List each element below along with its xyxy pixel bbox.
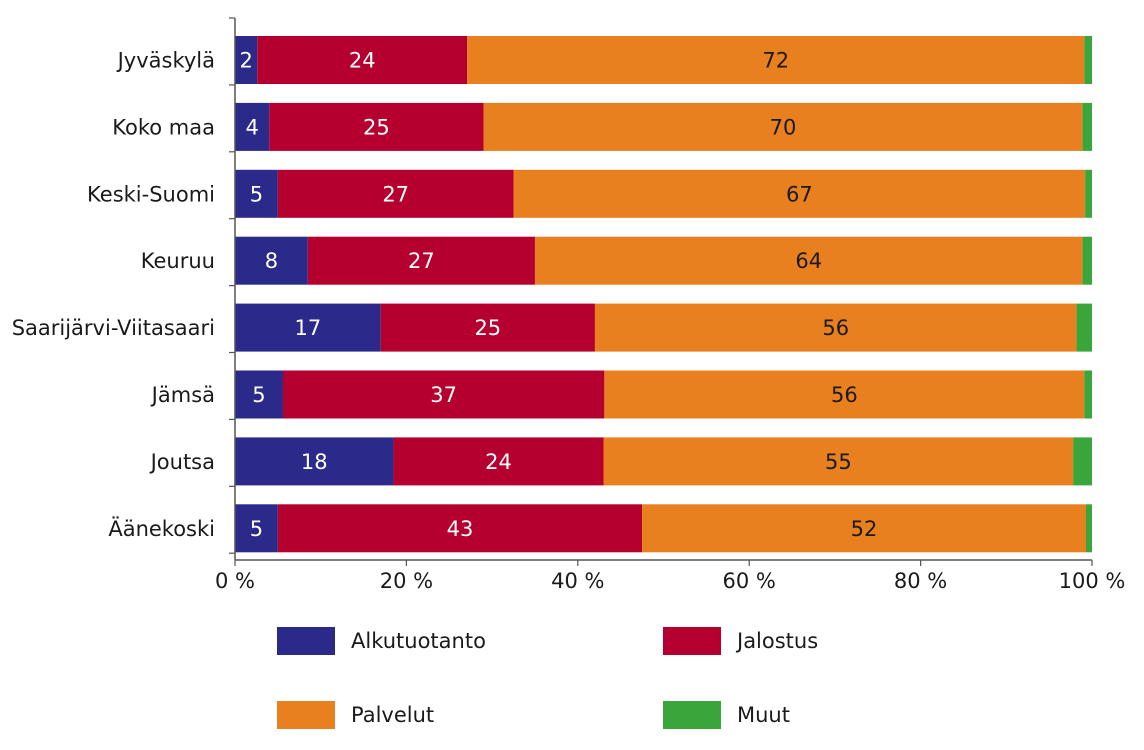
data-label-keuruu-jalostus: 27 [408,249,435,273]
data-label-jamsa-jalostus: 37 [430,383,457,407]
data-label-aanekoski-palvelut: 52 [851,517,878,541]
bar-jamsa-palvelut [604,370,1085,419]
x-tick-label: 20 % [380,569,433,593]
data-label-koko-maa-palvelut: 70 [770,115,797,139]
data-label-saarijarvi-viitasaari-alkutuotanto: 17 [294,316,321,340]
category-label-keski-suomi: Keski-Suomi [87,182,215,206]
bar-keuruu-jalostus [307,236,535,285]
category-label-jyvaskyla: Jyväskylä [116,49,215,73]
bar-joutsa-palvelut [603,437,1074,486]
data-label-keski-suomi-alkutuotanto: 5 [250,182,263,206]
bar-jamsa-jalostus [282,370,605,419]
data-label-joutsa-jalostus: 24 [485,450,512,474]
legend-item-jalostus: Jalostus [663,627,818,655]
x-tick-label: 60 % [723,569,776,593]
bar-jamsa-muut [1084,370,1092,419]
data-label-saarijarvi-viitasaari-palvelut: 56 [822,316,849,340]
bar-saarijarvi-viitasaari-muut [1076,303,1092,352]
data-label-koko-maa-alkutuotanto: 4 [245,115,258,139]
data-label-keuruu-alkutuotanto: 8 [265,249,278,273]
bar-aanekoski-alkutuotanto [235,504,278,553]
x-tick-label: 80 % [894,569,947,593]
data-label-aanekoski-alkutuotanto: 5 [250,517,263,541]
data-label-aanekoski-jalostus: 43 [447,517,474,541]
data-label-keski-suomi-palvelut: 67 [786,182,813,206]
bar-keski-suomi-jalostus [277,169,514,218]
legend-swatch-muut [663,701,721,729]
bar-aanekoski-jalostus [277,504,643,553]
data-label-jamsa-alkutuotanto: 5 [252,383,265,407]
category-label-jamsa: Jämsä [150,383,215,407]
legend-swatch-palvelut [277,701,335,729]
data-label-jyvaskyla-palvelut: 72 [762,49,789,73]
x-tick-label: 0 % [215,569,255,593]
x-tick-label: 40 % [551,569,604,593]
axes-group: Jyväskylä Koko maa Keski-Suomi Keuruu Saarij… [12,17,1126,593]
bar-joutsa-muut [1073,437,1092,486]
data-label-saarijarvi-viitasaari-jalostus: 25 [474,316,501,340]
data-label-jyvaskyla-jalostus: 24 [349,49,376,73]
bar-keuruu-muut [1082,236,1092,285]
legend: Alkutuotanto Jalostus Palvelut Muut [0,600,1144,750]
data-label-koko-maa-jalostus: 25 [363,115,390,139]
data-label-joutsa-alkutuotanto: 18 [301,450,328,474]
bar-keski-suomi-palvelut [513,169,1086,218]
bar-joutsa-jalostus [393,437,604,486]
bar-joutsa-alkutuotanto [235,437,394,486]
legend-item-palvelut: Palvelut [277,701,434,729]
bar-jamsa-alkutuotanto [235,370,283,419]
category-label-koko-maa: Koko maa [112,115,215,139]
bar-keuruu-alkutuotanto [235,236,308,285]
bar-jyvaskyla-alkutuotanto [235,36,258,84]
data-label-keski-suomi-jalostus: 27 [382,182,409,206]
data-label-keuruu-palvelut: 64 [795,249,822,273]
bar-saarijarvi-viitasaari-jalostus [380,303,595,352]
bar-koko-maa-palvelut [483,102,1083,151]
data-label-jyvaskyla-alkutuotanto: 2 [239,49,252,73]
x-tick-label: 100 % [1059,569,1126,593]
legend-swatch-jalostus [663,627,721,655]
bar-saarijarvi-viitasaari-palvelut [594,303,1077,352]
data-label-joutsa-palvelut: 55 [825,450,852,474]
legend-label-jalostus: Jalostus [737,629,819,653]
bar-jyvaskyla-muut [1084,36,1092,84]
bar-jyvaskyla-jalostus [257,36,468,84]
bar-keski-suomi-alkutuotanto [235,169,278,218]
category-label-joutsa: Joutsa [149,450,215,474]
category-label-saarijarvi-viitasaari: Saarijärvi-Viitasaari [12,316,215,340]
legend-swatch-alkutuotanto [277,627,335,655]
bar-keski-suomi-muut [1085,169,1092,218]
category-label-aanekoski: Äänekoski [108,516,215,541]
bar-keuruu-palvelut [534,236,1083,285]
legend-item-muut: Muut [663,701,790,729]
bar-jyvaskyla-palvelut [467,36,1085,84]
legend-item-alkutuotanto: Alkutuotanto [277,627,486,655]
bar-koko-maa-muut [1082,102,1092,151]
legend-label-muut: Muut [737,703,790,727]
data-label-jamsa-palvelut: 56 [831,383,858,407]
bar-koko-maa-alkutuotanto [235,102,270,151]
bar-koko-maa-jalostus [269,102,484,151]
bar-aanekoski-muut [1086,504,1092,553]
legend-label-palvelut: Palvelut [351,703,435,727]
bar-saarijarvi-viitasaari-alkutuotanto [235,303,381,352]
legend-label-alkutuotanto: Alkutuotanto [351,629,486,653]
bar-aanekoski-palvelut [642,504,1087,553]
category-label-keuruu: Keuruu [141,249,215,273]
